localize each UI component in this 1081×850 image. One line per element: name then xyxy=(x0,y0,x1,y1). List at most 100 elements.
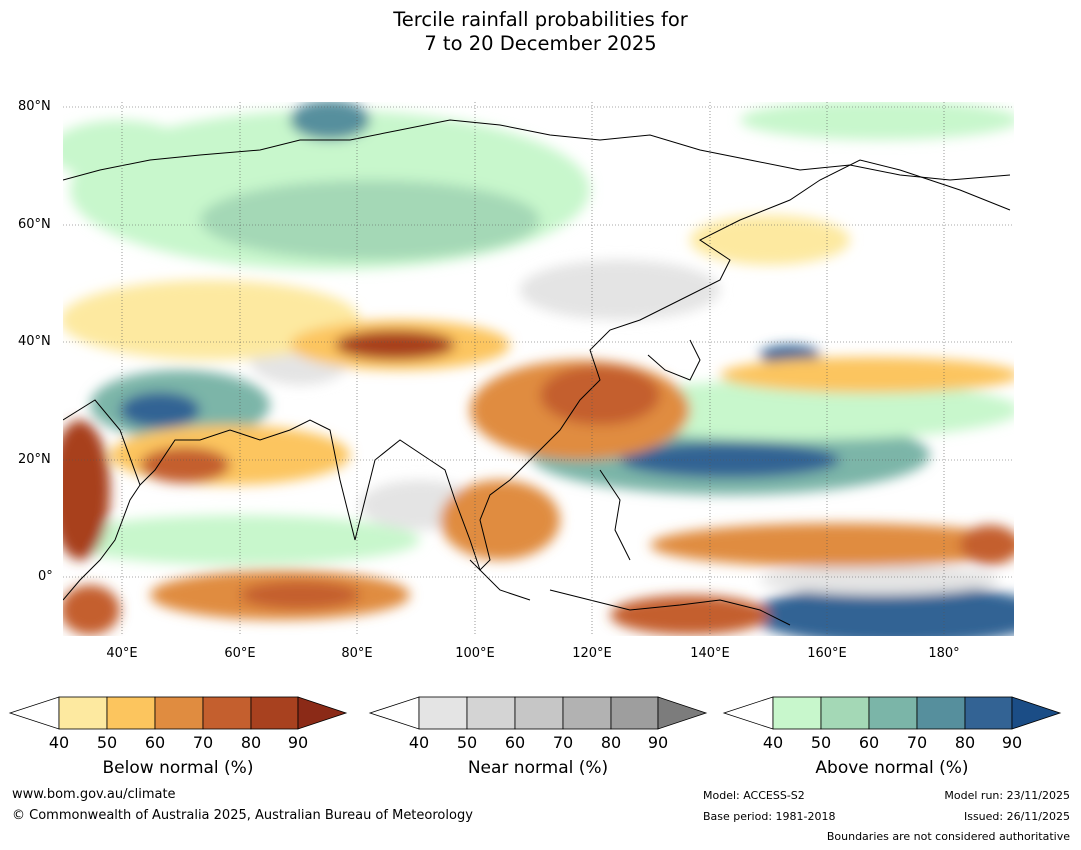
below-ticks: 40 50 60 70 80 90 40 50 60 70 80 90 40 5… xyxy=(0,733,1081,753)
near-bin-80-90 xyxy=(610,696,659,730)
tick: 50 xyxy=(810,733,832,752)
below-normal-region xyxy=(240,581,360,609)
below-normal-region xyxy=(110,425,350,485)
near-normal-region xyxy=(760,565,1000,595)
lat-label-0: 0° xyxy=(38,569,53,584)
above-arrow-low xyxy=(722,696,774,730)
below-bin-40-50 xyxy=(58,696,108,730)
lon-label-120e: 120°E xyxy=(572,646,612,661)
tick: 90 xyxy=(287,733,309,752)
near-normal-region xyxy=(520,260,720,320)
legend-near-normal xyxy=(368,696,708,730)
above-normal-region xyxy=(290,102,370,140)
legend-below-normal xyxy=(8,696,348,730)
base-period-text: Base period: 1981-2018 xyxy=(703,810,836,823)
near-arrow-high xyxy=(657,696,708,730)
map-title: Tercile rainfall probabilities for 7 to … xyxy=(0,8,1081,56)
lon-label-80e: 80°E xyxy=(341,646,373,661)
above-normal-label: Above normal (%) xyxy=(815,758,969,778)
tick: 70 xyxy=(906,733,928,752)
above-normal-region xyxy=(580,380,1014,440)
coastline xyxy=(469,559,531,601)
below-bin-70-80 xyxy=(202,696,252,730)
below-normal-region xyxy=(63,280,360,360)
tick: 70 xyxy=(552,733,574,752)
tick: 90 xyxy=(1001,733,1023,752)
below-normal-region xyxy=(610,595,770,635)
lat-label-60n: 60°N xyxy=(18,217,51,232)
tick: 40 xyxy=(48,733,70,752)
gridlines xyxy=(63,102,1014,636)
above-arrow-high xyxy=(1011,696,1062,730)
above-normal-region xyxy=(200,180,540,260)
near-arrow-low xyxy=(368,696,420,730)
below-normal-region xyxy=(63,585,120,635)
tick: 50 xyxy=(96,733,118,752)
below-normal-region xyxy=(690,215,850,265)
above-normal-region xyxy=(120,392,200,428)
above-bin-50-60 xyxy=(820,696,870,730)
coastline xyxy=(63,159,1011,571)
below-bin-60-70 xyxy=(154,696,204,730)
tick: 50 xyxy=(456,733,478,752)
near-bin-50-60 xyxy=(466,696,516,730)
lon-label-60e: 60°E xyxy=(224,646,256,661)
near-bin-70-80 xyxy=(562,696,612,730)
lon-label-140e: 140°E xyxy=(690,646,730,661)
model-text: Model: ACCESS-S2 xyxy=(703,789,805,802)
below-arrow-high xyxy=(297,696,348,730)
tick: 90 xyxy=(647,733,669,752)
tick: 40 xyxy=(408,733,430,752)
below-bin-50-60 xyxy=(106,696,156,730)
tick: 70 xyxy=(192,733,214,752)
tick: 60 xyxy=(504,733,526,752)
near-normal-label: Near normal (%) xyxy=(467,758,609,778)
probability-blobs xyxy=(63,102,1014,636)
lon-label-100e: 100°E xyxy=(455,646,495,661)
coastline xyxy=(647,339,701,381)
above-bin-80-90 xyxy=(964,696,1013,730)
coastline xyxy=(549,589,791,626)
coastline xyxy=(599,469,631,561)
below-bin-80-90 xyxy=(250,696,299,730)
lon-label-160e: 160°E xyxy=(807,646,847,661)
tick: 80 xyxy=(954,733,976,752)
below-normal-region xyxy=(650,523,1014,567)
below-normal-region xyxy=(63,420,110,560)
near-bin-40-50 xyxy=(418,696,468,730)
copyright-text: © Commonwealth of Australia 2025, Austra… xyxy=(12,808,473,823)
below-normal-region xyxy=(540,365,660,425)
below-normal-region xyxy=(335,330,455,360)
tick: 80 xyxy=(600,733,622,752)
above-bin-60-70 xyxy=(868,696,918,730)
above-bin-40-50 xyxy=(772,696,822,730)
title-line-1: Tercile rainfall probabilities for xyxy=(393,8,688,31)
tick: 60 xyxy=(144,733,166,752)
above-normal-region xyxy=(740,102,1014,140)
tick: 60 xyxy=(858,733,880,752)
above-normal-region xyxy=(620,442,840,478)
lon-label-40e: 40°E xyxy=(106,646,138,661)
issued-text: Issued: 26/11/2025 xyxy=(963,810,1070,823)
coastline xyxy=(63,484,141,601)
boundaries-disclaimer: Boundaries are not considered authoritat… xyxy=(826,830,1070,843)
above-normal-region xyxy=(750,585,1014,636)
lat-label-20n: 20°N xyxy=(18,452,51,467)
below-arrow-low xyxy=(8,696,60,730)
lat-label-40n: 40°N xyxy=(18,334,51,349)
near-bin-60-70 xyxy=(514,696,564,730)
below-normal-label: Below normal (%) xyxy=(102,758,254,778)
above-normal-region xyxy=(63,515,420,565)
tick: 40 xyxy=(762,733,784,752)
website-link[interactable]: www.bom.gov.au/climate xyxy=(12,787,176,802)
below-normal-region xyxy=(440,480,560,560)
below-normal-region xyxy=(140,447,230,483)
below-normal-region xyxy=(960,525,1014,565)
lat-label-80n: 80°N xyxy=(18,99,51,114)
above-bin-70-80 xyxy=(916,696,966,730)
title-line-2: 7 to 20 December 2025 xyxy=(424,32,657,55)
model-run-text: Model run: 23/11/2025 xyxy=(944,789,1070,802)
coastlines xyxy=(63,119,1011,626)
probability-fields xyxy=(63,102,1014,636)
